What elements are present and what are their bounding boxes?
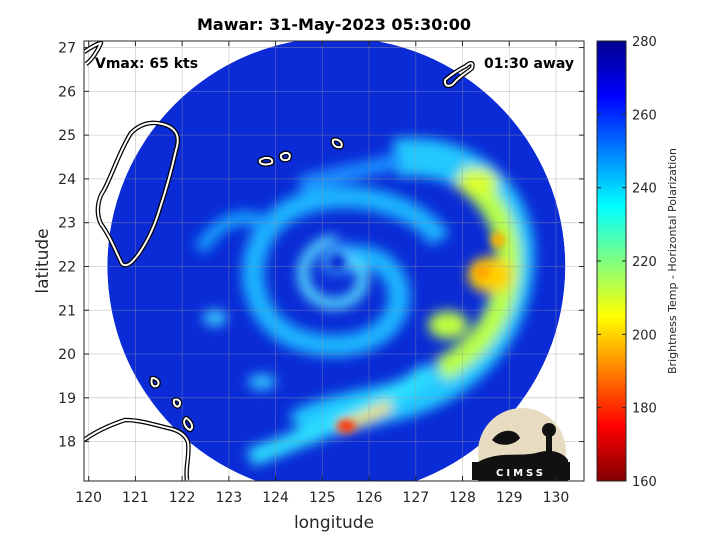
storm-eye	[328, 253, 346, 271]
y-tick-label: 25	[58, 128, 76, 144]
north-band	[297, 152, 403, 193]
ryukyu-island-3	[331, 138, 343, 149]
y-tick-label: 22	[58, 259, 76, 275]
island-2	[183, 417, 194, 431]
y-axis-label: latitude	[33, 228, 53, 293]
convective-cell-southeast	[428, 311, 468, 339]
x-tick-label: 125	[309, 490, 336, 506]
colorbar-tick-label: 200	[632, 328, 657, 343]
batanes-island	[150, 377, 160, 388]
colorbar-label: Brightness Temp - Horizontal Polarizatio…	[666, 148, 679, 374]
coastlines	[84, 41, 475, 481]
spiral-band	[242, 186, 450, 357]
logo-radar-dish-icon	[492, 430, 520, 445]
logo-text: CIMSS	[496, 468, 546, 479]
y-tick-label: 24	[58, 172, 76, 188]
time-offset-annotation: 01:30 away	[484, 56, 574, 72]
y-tick-label: 23	[58, 216, 76, 232]
colorbar-gradient	[596, 40, 627, 482]
colorbar: 160 180 200 220 240 260 280 Brightness Temp - …	[596, 35, 679, 490]
x-axis-ticks: 120 121 122 123 124 125 126 127 128 129 130	[75, 41, 569, 506]
colorbar-tick-label: 180	[632, 402, 657, 417]
x-tick-label: 120	[75, 490, 102, 506]
grid-x	[88, 41, 557, 481]
ryukyu-island-2	[279, 151, 291, 162]
rainband-core	[434, 165, 521, 381]
okinawa-island	[443, 62, 474, 87]
colorbar-tick-label: 240	[632, 182, 657, 197]
northwest-corner-coast	[84, 42, 102, 65]
y-axis-ticks: 18 19 20 21 22 23 24 25 26 27	[58, 41, 584, 451]
colorbar-tick-label: 260	[632, 108, 657, 123]
microwave-swath	[107, 41, 566, 481]
ryukyu-island	[258, 156, 274, 166]
y-tick-label: 18	[58, 435, 76, 451]
hot-spot-east-2	[491, 232, 505, 248]
x-tick-label: 128	[449, 490, 476, 506]
convective-cell-northeast	[458, 168, 498, 196]
cell-west	[203, 310, 227, 326]
plot-area: CIMSS Vmax: 65 kts 01:30 away	[84, 41, 584, 481]
western-rainband	[194, 211, 274, 254]
babuyan-island	[172, 398, 182, 408]
y-tick-label: 26	[58, 84, 76, 100]
x-tick-label: 123	[215, 490, 242, 506]
x-tick-label: 124	[262, 490, 289, 506]
x-tick-label: 121	[122, 490, 149, 506]
cimss-logo: CIMSS	[472, 408, 570, 481]
taiwan-coast	[96, 121, 179, 267]
x-tick-label: 122	[169, 490, 196, 506]
chart-title: Mawar: 31-May-2023 05:30:00	[197, 15, 471, 34]
vmax-annotation: Vmax: 65 kts	[95, 56, 198, 72]
colorbar-tick-label: 160	[632, 475, 657, 490]
hot-spot-east	[474, 265, 490, 279]
y-tick-label: 19	[58, 391, 76, 407]
x-axis-label: longitude	[294, 513, 374, 533]
colorbar-tick-label: 220	[632, 255, 657, 270]
y-tick-label: 27	[58, 41, 76, 57]
southern-rainband	[246, 362, 436, 467]
x-tick-label: 130	[543, 490, 570, 506]
logo-tower-icon	[546, 432, 552, 460]
x-tick-label: 127	[402, 490, 429, 506]
hot-spot-south	[337, 420, 355, 432]
x-tick-label: 129	[496, 490, 523, 506]
luzon-coast	[84, 419, 190, 481]
logo-tower-top-icon	[542, 423, 556, 437]
convective-cell-east	[468, 257, 512, 293]
cell-southwest	[248, 374, 276, 390]
colorbar-tick-label: 280	[632, 35, 657, 50]
x-tick-label: 126	[356, 490, 383, 506]
logo-banner	[472, 462, 570, 480]
colorbar-ticks: 160 180 200 220 240 260 280	[597, 35, 657, 490]
y-tick-label: 20	[58, 347, 76, 363]
plot-frame	[83, 40, 585, 482]
y-tick-label: 21	[58, 303, 76, 319]
